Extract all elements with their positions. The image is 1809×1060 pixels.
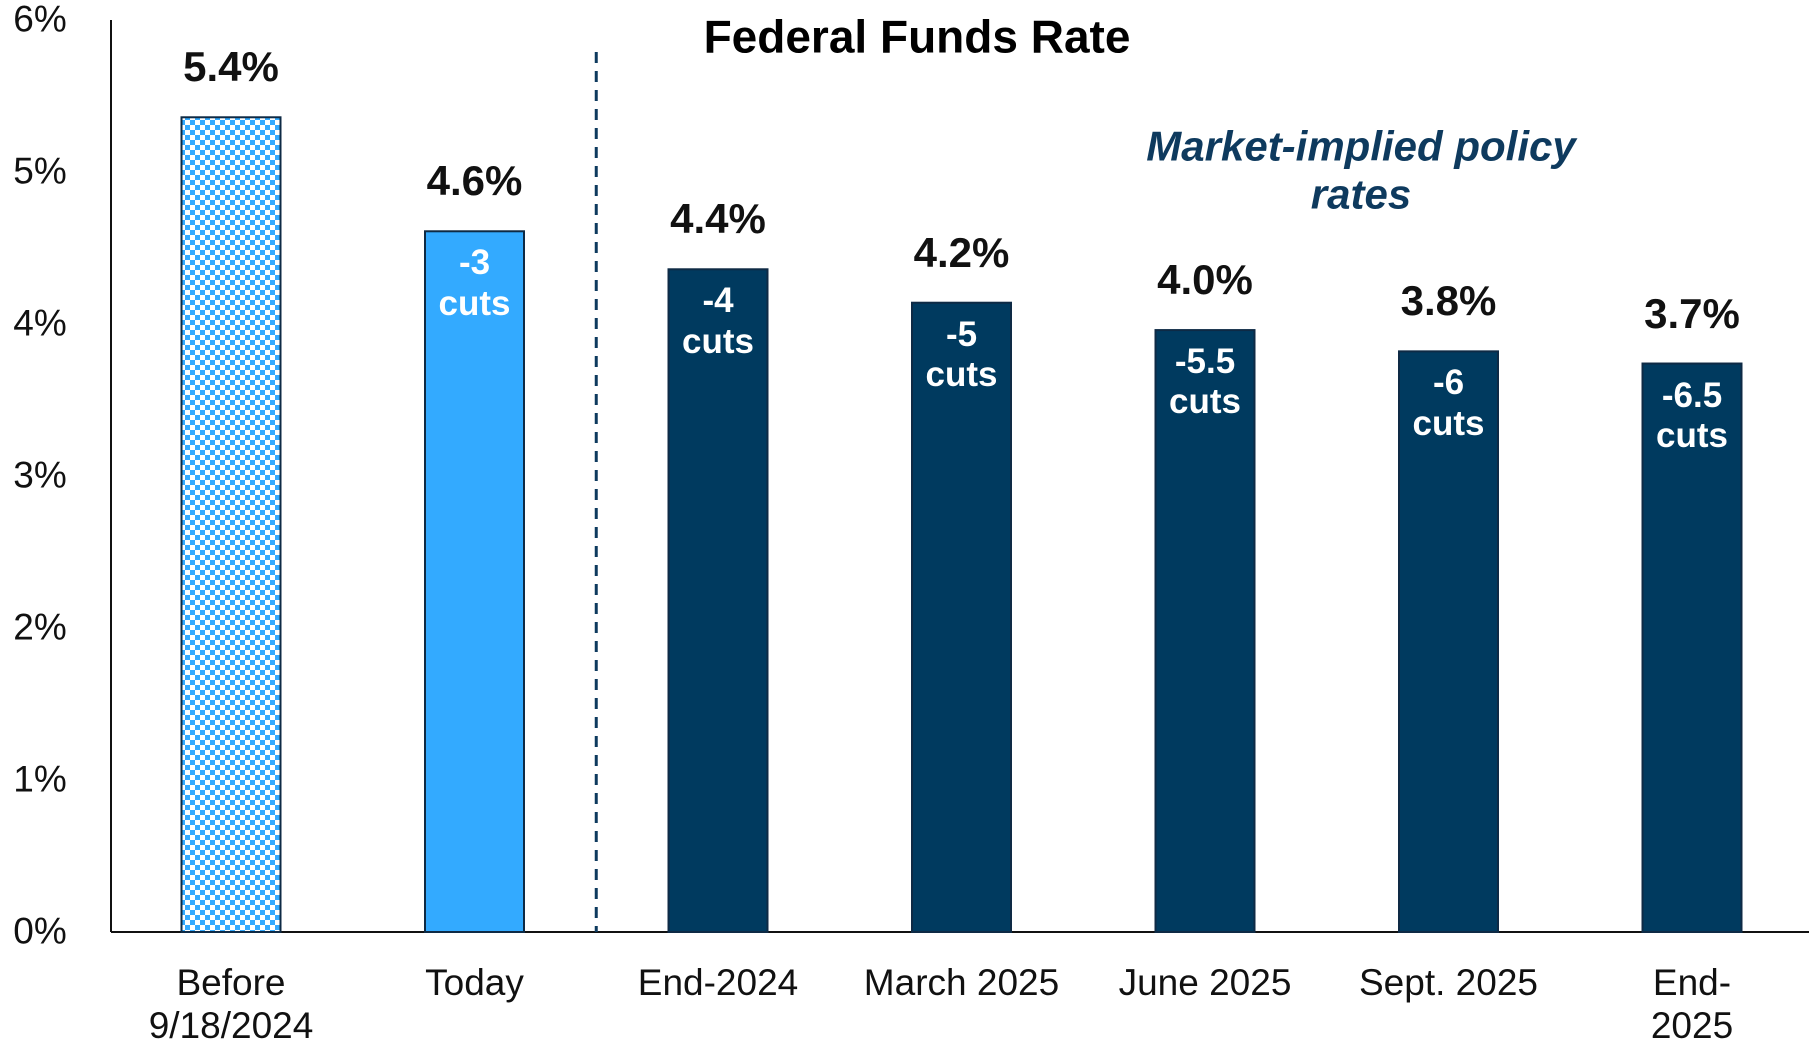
- bar-inner-label: -3 cuts: [438, 243, 511, 323]
- bar-inner-label: -6 cuts: [1412, 363, 1485, 443]
- bar: [424, 230, 525, 933]
- y-tick-label: 0%: [13, 910, 67, 952]
- value-label: 5.4%: [183, 43, 279, 91]
- value-label: 3.8%: [1400, 277, 1497, 325]
- y-tick-label: 4%: [13, 302, 67, 344]
- bar: [667, 268, 769, 933]
- bar-inner-label: -4 cuts: [682, 281, 754, 361]
- x-tick-label: March 2025: [863, 962, 1060, 1003]
- bar: [1641, 362, 1743, 933]
- value-label: 4.0%: [1157, 255, 1253, 303]
- y-tick-label: 5%: [13, 150, 67, 192]
- y-tick-label: 6%: [13, 0, 67, 40]
- y-tick-label: 1%: [13, 758, 67, 800]
- bar: [1154, 329, 1256, 933]
- value-label: 4.2%: [913, 228, 1010, 276]
- bar: [180, 116, 282, 933]
- x-tick-label: End-2025: [1650, 962, 1734, 1046]
- x-tick-label: Sept. 2025: [1359, 962, 1538, 1003]
- annotation: Market-implied policy rates: [1146, 122, 1576, 218]
- x-tick-label: End-2024: [637, 962, 799, 1003]
- y-tick-label: 3%: [13, 454, 67, 496]
- bar-inner-label: -6.5 cuts: [1656, 375, 1728, 455]
- y-tick-label: 2%: [13, 606, 67, 648]
- bar-inner-label: -5 cuts: [925, 314, 998, 394]
- bar: [911, 301, 1012, 934]
- x-tick-label: Today: [425, 962, 524, 1003]
- value-label: 3.7%: [1644, 289, 1740, 337]
- x-tick-label: Before 9/18/2024: [148, 962, 314, 1046]
- x-tick-label: June 2025: [1118, 962, 1292, 1003]
- bar-inner-label: -5.5 cuts: [1169, 342, 1241, 422]
- chart-title: Federal Funds Rate: [703, 10, 1131, 63]
- value-label: 4.4%: [670, 195, 766, 243]
- value-label: 4.6%: [426, 157, 523, 205]
- bar: [1398, 350, 1499, 933]
